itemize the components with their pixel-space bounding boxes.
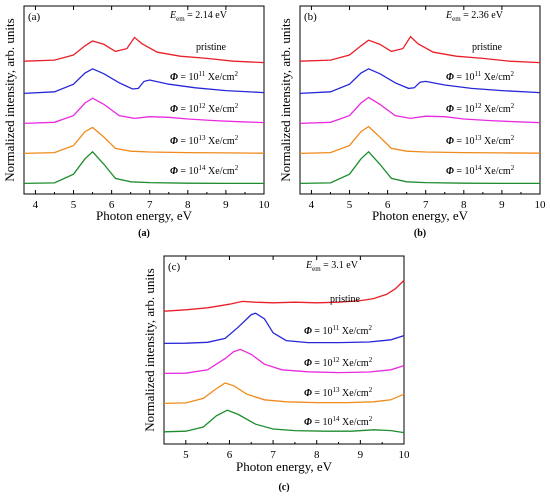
series-line-2	[23, 68, 265, 95]
series-line-1	[299, 35, 541, 64]
x-tick-label: 8	[314, 449, 320, 461]
x-axis-label: Photon energy, eV	[236, 459, 333, 474]
series-line-1	[23, 36, 265, 64]
series-label-3: Φ = 1012 Xe/cm2	[446, 102, 515, 115]
series-label-4: Φ = 1013 Xe/cm2	[170, 134, 239, 147]
y-axis-label: Normalized intensity, arb. units	[278, 18, 293, 181]
x-tick-label: 9	[223, 199, 229, 211]
x-tick-label: 4	[309, 199, 315, 211]
series-label-2: Φ = 1011 Xe/cm2	[304, 324, 372, 337]
series-label-pristine: pristine	[472, 42, 503, 53]
series-line-2	[163, 312, 405, 345]
x-tick-label: 4	[33, 199, 39, 211]
y-axis-label: Normalized intensity, arb. units	[2, 18, 17, 181]
series-label-2: Φ = 1011 Xe/cm2	[170, 70, 238, 83]
series-label-3: Φ = 1012 Xe/cm2	[170, 102, 239, 115]
plot-frame	[23, 5, 265, 195]
series-line-1	[163, 279, 405, 312]
series-label-pristine: pristine	[330, 294, 361, 305]
series-line-5	[299, 150, 540, 185]
series-label-5: Φ = 1014 Xe/cm2	[170, 164, 239, 177]
series-line-4	[23, 126, 265, 155]
series-label-4: Φ = 1013 Xe/cm2	[304, 386, 373, 399]
x-tick-label: 8	[185, 199, 191, 211]
x-tick-label: 6	[109, 199, 115, 211]
series-line-4	[299, 125, 541, 155]
x-tick-label: 5	[347, 199, 353, 211]
x-tick-label: 6	[227, 449, 233, 461]
emission-energy-annotation: Eem = 2.36 eV	[445, 10, 504, 23]
y-axis-label: Normalized intensity, arb. units	[142, 268, 157, 431]
series-label-4: Φ = 1013 Xe/cm2	[446, 134, 515, 147]
series-label-5: Φ = 1014 Xe/cm2	[304, 415, 373, 428]
subfigure-caption: (a)	[138, 228, 150, 239]
x-tick-label: 9	[499, 199, 505, 211]
x-tick-label: 8	[461, 199, 467, 211]
plot-frame	[163, 255, 405, 445]
x-tick-label: 7	[147, 199, 153, 211]
series-line-5	[163, 409, 405, 434]
series-line-5	[23, 150, 264, 185]
series-line-3	[299, 96, 541, 125]
chart-panel-2: 4 5 6 7 8 9 10 Photon energy, eV Normalized inte…	[278, 5, 547, 239]
x-tick-label: 7	[270, 449, 276, 461]
x-tick-label: 9	[358, 449, 364, 461]
panel-label: (c)	[168, 261, 181, 273]
series-label-pristine: pristine	[196, 42, 227, 53]
panel-label: (b)	[304, 11, 317, 23]
emission-energy-annotation: Eem = 2.14 eV	[169, 10, 228, 23]
x-axis-label: Photon energy, eV	[96, 208, 193, 223]
x-tick-label: 10	[535, 199, 547, 211]
series-label-3: Φ = 1012 Xe/cm2	[304, 356, 373, 369]
series-line-2	[299, 68, 541, 95]
plot-frame	[299, 5, 541, 195]
emission-energy-annotation: Eem = 3.1 eV	[305, 260, 359, 273]
panel-label: (a)	[28, 11, 41, 23]
chart-panel-1: 4 5 6 7 8 9 10 Photon energy, eV Normalized inte…	[2, 5, 271, 239]
series-line-3	[23, 97, 265, 125]
series-label-5: Φ = 1014 Xe/cm2	[446, 164, 515, 177]
x-axis-label: Photon energy, eV	[372, 208, 469, 223]
x-tick-label: 10	[399, 449, 411, 461]
x-tick-label: 7	[423, 199, 429, 211]
x-tick-label: 5	[183, 449, 189, 461]
subfigure-caption: (b)	[414, 228, 426, 239]
series-line-4	[163, 382, 405, 405]
x-tick-label: 6	[385, 199, 391, 211]
subfigure-caption: (c)	[278, 482, 289, 493]
chart-panel-3: 5 6 7 8 9 10 Photon energy, eV Normalized inten…	[142, 255, 411, 493]
series-line-3	[163, 348, 405, 375]
series-label-2: Φ = 1011 Xe/cm2	[446, 70, 514, 83]
x-tick-label: 10	[259, 199, 271, 211]
x-tick-label: 5	[71, 199, 77, 211]
